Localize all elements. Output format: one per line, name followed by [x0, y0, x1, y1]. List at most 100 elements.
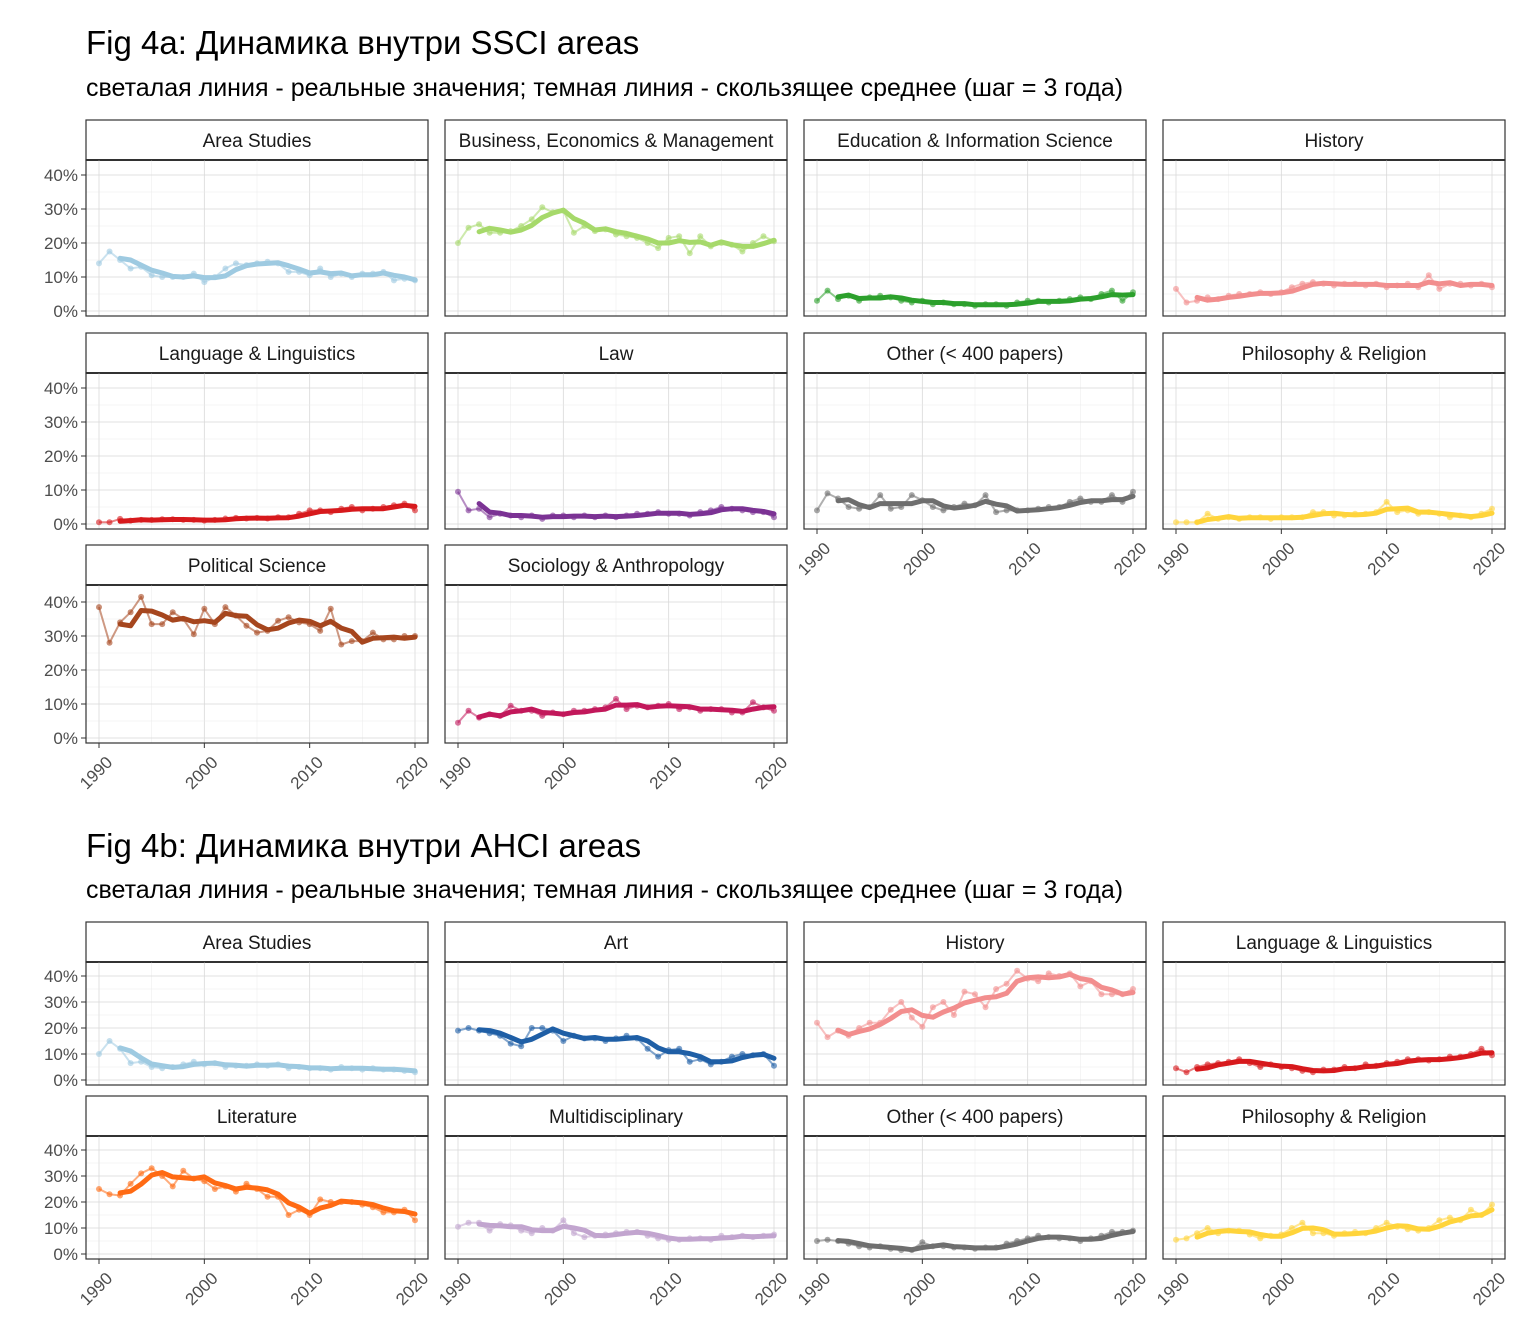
raw-data-point	[455, 1223, 461, 1230]
y-tick-label: 10%	[44, 1045, 78, 1064]
fig4a-history-panel: History	[1162, 119, 1506, 317]
x-tick-label: 1990	[435, 753, 475, 793]
x-tick-label: 2000	[899, 1269, 939, 1309]
y-tick-label: 20%	[44, 447, 78, 466]
x-tick-label: 2010	[1005, 539, 1045, 579]
moving-average-line	[1194, 279, 1495, 303]
raw-data-point	[814, 1238, 820, 1244]
raw-data-point	[96, 1051, 102, 1057]
moving-average-line	[1194, 1207, 1495, 1240]
fig4a-language-linguistics-panel: Language & Linguistics 0% 10% 20% 30% 40%	[44, 332, 429, 534]
raw-data-point	[476, 221, 483, 228]
y-tick-label: 10%	[44, 695, 78, 714]
panel-border	[444, 1135, 788, 1260]
raw-data-point	[993, 986, 1000, 992]
raw-data-point	[929, 1004, 936, 1011]
x-tick-label: 2000	[181, 753, 221, 793]
raw-data-point	[1309, 1230, 1316, 1237]
raw-data-point	[919, 1023, 926, 1030]
x-tick-label: 2020	[1110, 539, 1150, 579]
raw-data-point	[1077, 983, 1084, 990]
moving-average-line	[835, 1229, 1136, 1253]
fig4a-area-studies-panel: Area Studies 0% 10% 20% 30% 40%	[44, 119, 429, 321]
fig4b-philosophy-religion-panel: Philosophy & Religion 1990 2000 2010 2020	[1153, 1095, 1509, 1309]
raw-data-point	[507, 1040, 514, 1047]
raw-data-point	[1436, 285, 1443, 292]
y-tick-label: 30%	[44, 627, 78, 646]
facet-strip	[444, 544, 788, 586]
panel-border	[803, 372, 1147, 530]
x-tick-label: 2000	[540, 753, 580, 793]
facet-label: Sociology & Anthropology	[508, 556, 725, 577]
raw-data-point	[824, 1236, 831, 1243]
y-tick-label: 0%	[53, 729, 78, 748]
facet-strip	[85, 332, 429, 374]
raw-data-point	[570, 1230, 577, 1237]
raw-data-point	[644, 1045, 651, 1052]
facet-label: Political Science	[188, 556, 326, 577]
moving-average-line	[476, 1221, 777, 1242]
raw-data-point	[982, 492, 989, 499]
raw-data-point	[1003, 980, 1010, 987]
facet-strip	[1162, 921, 1506, 963]
facet-strip	[803, 1095, 1147, 1137]
raw-data-point	[486, 514, 493, 521]
x-tick-label: 2010	[287, 1269, 327, 1309]
raw-data-point	[1489, 505, 1495, 512]
facet-strip	[444, 1095, 788, 1137]
x-tick-label: 2020	[751, 1269, 791, 1309]
y-tick-label: 30%	[44, 1167, 78, 1186]
x-tick-label: 2020	[751, 753, 791, 793]
panel-border	[85, 372, 429, 530]
raw-data-point	[1436, 1217, 1443, 1224]
raw-data-point	[676, 233, 683, 240]
facet-label: Business, Economics & Management	[459, 131, 774, 152]
fig4b-subtitle: светалая линия - реальные значения; темн…	[86, 876, 1124, 904]
panel-border	[85, 159, 429, 317]
raw-data-point	[455, 719, 461, 726]
facet-strip	[803, 119, 1147, 161]
raw-data-point	[1130, 488, 1136, 495]
raw-data-point	[190, 631, 197, 638]
raw-data-point	[824, 287, 831, 294]
y-tick-label: 10%	[44, 268, 78, 287]
raw-data-point	[1478, 1045, 1485, 1052]
raw-data-point	[285, 1212, 292, 1218]
x-tick-label: 1990	[794, 539, 834, 579]
facet-strip	[1162, 1095, 1506, 1137]
panel-border	[444, 961, 788, 1086]
raw-data-point	[814, 507, 820, 514]
facet-label: Language & Linguistics	[1236, 933, 1432, 954]
y-tick-label: 0%	[53, 515, 78, 534]
raw-data-point	[1183, 1235, 1190, 1242]
raw-data-point	[254, 629, 260, 636]
raw-data-point	[887, 1006, 894, 1013]
x-tick-label: 1990	[1153, 1269, 1193, 1309]
raw-data-point	[106, 1191, 113, 1198]
raw-data-point	[169, 1183, 176, 1190]
raw-data-point	[211, 1186, 218, 1192]
raw-data-point	[127, 1060, 134, 1067]
facet-strip	[85, 119, 429, 161]
y-tick-label: 20%	[44, 661, 78, 680]
fig4a-philosophy-religion-panel: Philosophy & Religion 1990 2000 2010 2020	[1153, 332, 1509, 579]
moving-average-line	[117, 255, 418, 283]
moving-average-line	[835, 292, 1136, 308]
raw-data-point	[539, 1025, 546, 1031]
x-tick-label: 2020	[1469, 539, 1509, 579]
y-tick-label: 0%	[53, 1245, 78, 1264]
raw-data-point	[465, 707, 472, 714]
raw-data-point	[908, 492, 915, 499]
facet-label: History	[1304, 131, 1364, 152]
raw-data-point	[528, 216, 535, 223]
raw-data-point	[1173, 1236, 1179, 1243]
facet-strip	[444, 332, 788, 374]
y-tick-label: 20%	[44, 1019, 78, 1038]
x-tick-label: 1990	[435, 1269, 475, 1309]
facet-label: Philosophy & Religion	[1242, 1107, 1427, 1128]
raw-data-point	[887, 505, 894, 512]
raw-data-point	[518, 1043, 525, 1050]
raw-data-point	[348, 638, 355, 645]
raw-data-point	[1119, 297, 1126, 304]
raw-data-point	[243, 622, 250, 629]
